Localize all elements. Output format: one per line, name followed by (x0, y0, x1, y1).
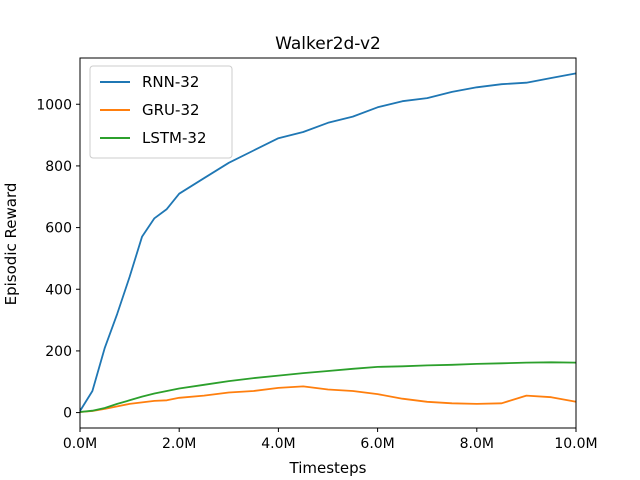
series-layer (79, 72, 577, 413)
plot-frame (79, 57, 577, 429)
y-tick-label: 200 (45, 344, 72, 360)
y-tick-label: 600 (45, 221, 72, 237)
legend-label-lstm-32: LSTM-32 (142, 129, 206, 147)
series-line-rnn-32 (79, 72, 577, 412)
y-tick-label: 0 (63, 406, 72, 422)
x-axis-label: Timesteps (289, 459, 367, 477)
x-tick-label: 4.0M (261, 436, 295, 452)
x-tick-label: 0.0M (63, 436, 97, 452)
series-line-gru-32 (79, 385, 577, 413)
chart-title: Walker2d-v2 (275, 34, 381, 54)
axes-layer: 0.0M 2.0M 4.0M 6.0M 8.0M 10.0M 0 200 400 600 800 10… (36, 57, 598, 452)
x-tick-label: 6.0M (360, 436, 394, 452)
legend-box (89, 65, 233, 159)
y-axis-label: Episodic Reward (2, 183, 20, 306)
y-tick-label: 1000 (36, 97, 72, 113)
x-tick-label: 10.0M (554, 436, 597, 452)
x-tick-label: 2.0M (162, 436, 196, 452)
y-tick-label: 400 (45, 282, 72, 298)
series-line-lstm-32 (79, 361, 577, 413)
y-tick-label: 800 (45, 159, 72, 175)
legend: RNN-32 GRU-32 LSTM-32 (89, 65, 233, 159)
legend-label-rnn-32: RNN-32 (142, 73, 199, 91)
legend-label-gru-32: GRU-32 (142, 101, 200, 119)
x-tick-label: 8.0M (460, 436, 494, 452)
